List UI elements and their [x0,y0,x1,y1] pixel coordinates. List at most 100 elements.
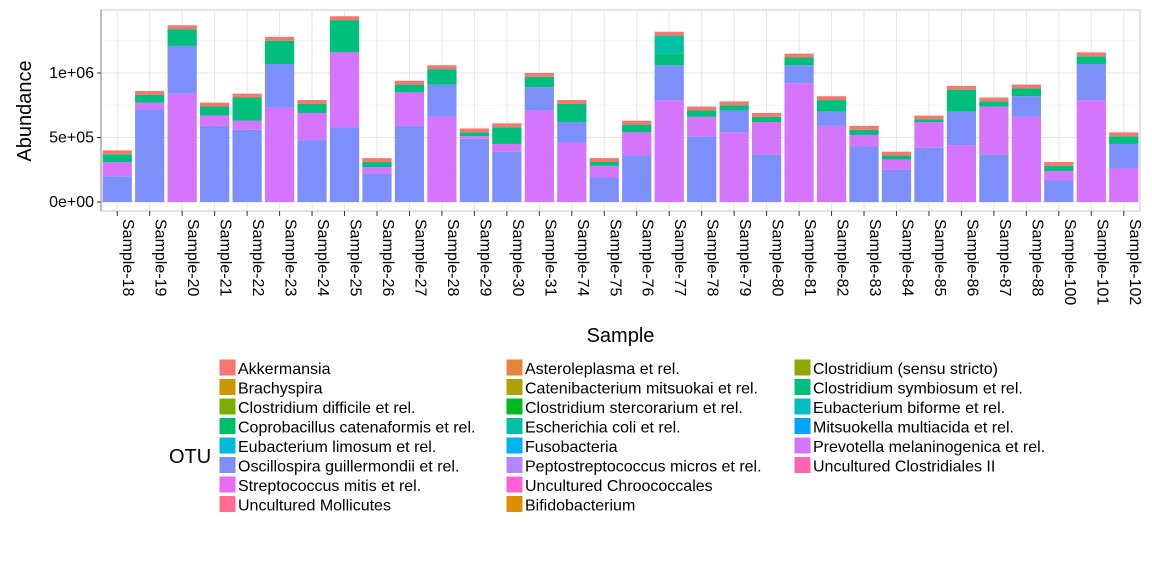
x-tick-label: Sample-24 [314,219,331,296]
bar-segment [1109,136,1139,144]
x-tick-label: Sample-23 [282,219,299,296]
legend-swatch [218,456,237,474]
bar-segment [719,110,749,133]
bar-segment [914,147,944,202]
legend-label: Brachyspira [238,381,323,398]
legend-label: Oscillospira guillermondii et rel. [238,459,459,476]
bar-segment [1076,100,1106,202]
bar-segment [362,158,392,163]
bar-segment [394,125,425,202]
bar-segment [1011,96,1041,117]
bar-segment [589,165,619,178]
bar-segment [135,94,165,103]
bar-segment [557,100,587,104]
bar-segment [849,129,879,135]
x-tick-label: Sample-25 [347,219,364,296]
legend-swatch [505,495,524,513]
bar-segment [459,136,490,139]
bar-segment [654,65,684,101]
bar-segment [232,120,262,130]
bar-segment [751,116,782,123]
legend-swatch [218,495,237,513]
bar-segment [1109,168,1139,202]
legend-swatch [505,436,524,455]
legend-swatch [793,378,812,396]
bar-segment [946,111,977,146]
bar-segment [589,177,619,202]
bar-segment [297,100,327,104]
bar-segment [816,125,847,202]
x-tick-label: Sample-83 [866,219,883,296]
bar-segment [459,138,490,202]
bar-segment [427,65,457,70]
legend-label: Uncultured Clostridiales II [813,459,995,476]
bar-segment [492,123,522,128]
bar-segment [914,115,944,120]
bar-segment [232,93,262,98]
bar-segment [816,100,847,112]
y-tick-label: 0e+00 [49,194,94,211]
bar-segment [881,159,912,170]
bar-segment [1076,56,1106,64]
bar-segment [329,127,360,202]
bar-segment [622,132,652,156]
bar-segment [362,162,392,168]
bar-segment [135,102,165,110]
bar-segment [492,127,522,144]
bar-segment [1109,132,1139,137]
bar-segment [914,119,944,123]
bar-segment [881,151,912,156]
bar-segment [784,57,814,66]
bar-segment [524,110,554,202]
legend-label: Clostridium symbiosum et rel. [813,381,1023,398]
x-tick-label: Sample-76 [639,219,656,296]
bar-segment [1076,63,1106,101]
legend-label: Fusobacteria [525,439,618,456]
bar-segment [784,53,814,58]
bar-segment [687,106,717,111]
x-tick-label: Sample-82 [834,219,851,296]
bar-segment [622,120,652,125]
legend-swatch [218,475,237,494]
bar-segment [329,52,360,128]
bar-segment [1044,165,1074,172]
bar-segment [459,132,490,137]
bar-segment [622,155,652,202]
legend-swatch [505,456,524,474]
bar-segment [167,25,197,30]
bar-segment [1109,143,1139,169]
legend-label: Peptostreptococcus micros et rel. [525,459,762,476]
bar-segment [232,129,262,202]
x-tick-label: Sample-19 [152,219,169,296]
bar-segment [297,112,327,141]
x-axis-label: Sample [587,325,655,347]
x-tick-label: Sample-31 [541,219,558,296]
x-tick-label: Sample-26 [379,219,396,296]
bar-segment [264,36,295,41]
bar-segment [622,124,652,133]
bar-segment [946,145,977,202]
bar-segment [946,89,977,112]
bar-segment [589,158,619,163]
x-tick-label: Sample-86 [963,219,980,296]
legend-label: Uncultured Mollicutes [238,498,391,515]
bar-segment [719,105,749,111]
bar-segment [979,101,1009,107]
bar-segment [135,91,165,95]
bar-segment [654,53,684,66]
bar-segment [297,103,327,113]
bar-segment [557,142,587,202]
bar-segment [394,84,425,93]
bar-segment [881,155,912,160]
x-tick-label: Sample-18 [119,219,136,296]
bar-segment [881,169,912,202]
bar-segment [979,154,1009,202]
legend-swatch [793,358,812,377]
legend-label: Uncultured Chroococcales [525,478,713,495]
bar-segment [264,40,295,64]
bar-segment [329,16,360,21]
bar-segment [492,151,522,202]
x-tick-label: Sample-100 [1061,219,1078,305]
bar-segment [362,173,392,202]
